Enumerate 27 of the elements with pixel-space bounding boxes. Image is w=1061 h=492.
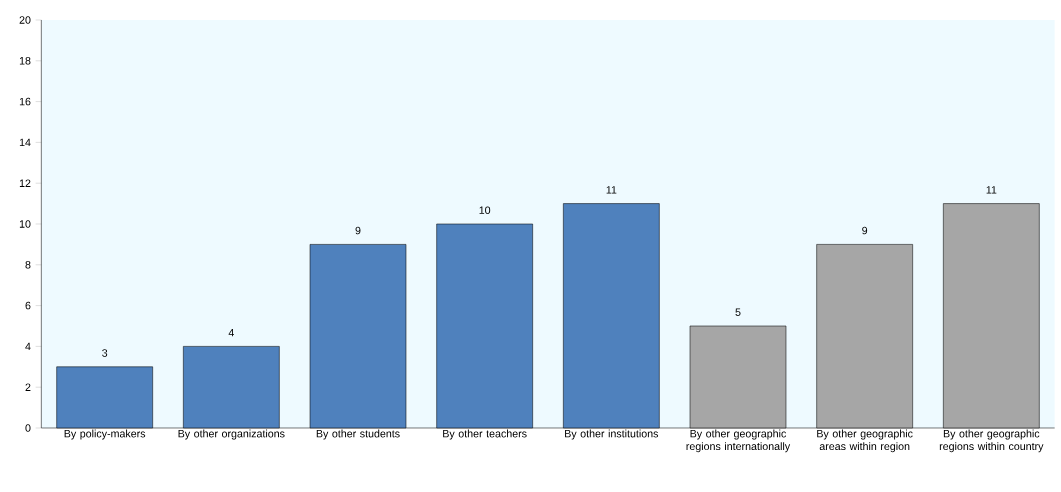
y-tick-label: 12 [19,179,31,187]
y-tick-label: 4 [25,342,31,351]
y-tick-label: 20 [19,16,31,24]
x-tick-label: By other organizations [178,429,285,440]
y-tick-label: 10 [19,220,31,228]
x-tick-label: By other geographic areas within region [817,429,913,453]
data-label: 3 [102,349,108,357]
data-label: 5 [735,308,741,316]
data-label: 9 [355,226,361,235]
x-tick-label: By other geographic regions within country [939,429,1044,453]
data-label: 9 [862,226,868,235]
x-tick-label: By other institutions [565,429,659,440]
y-tick-label: 0 [25,424,31,432]
y-tick-label: 8 [25,261,31,269]
data-label: 4 [228,329,234,337]
data-label: 11 [986,186,997,194]
x-tick-label: By other teachers [443,429,527,440]
y-tick-label: 14 [19,138,31,147]
x-tick-label: By other geographic regions internationally [686,429,791,453]
y-tick-label: 16 [19,97,31,106]
data-label: 11 [606,186,617,194]
x-tick-label: By policy-makers [64,429,146,440]
data-label: 10 [479,206,491,214]
y-tick-label: 2 [25,383,31,391]
y-tick-label: 6 [25,301,31,310]
x-tick-label: By other students [316,429,400,440]
y-tick-label: 18 [19,57,31,65]
